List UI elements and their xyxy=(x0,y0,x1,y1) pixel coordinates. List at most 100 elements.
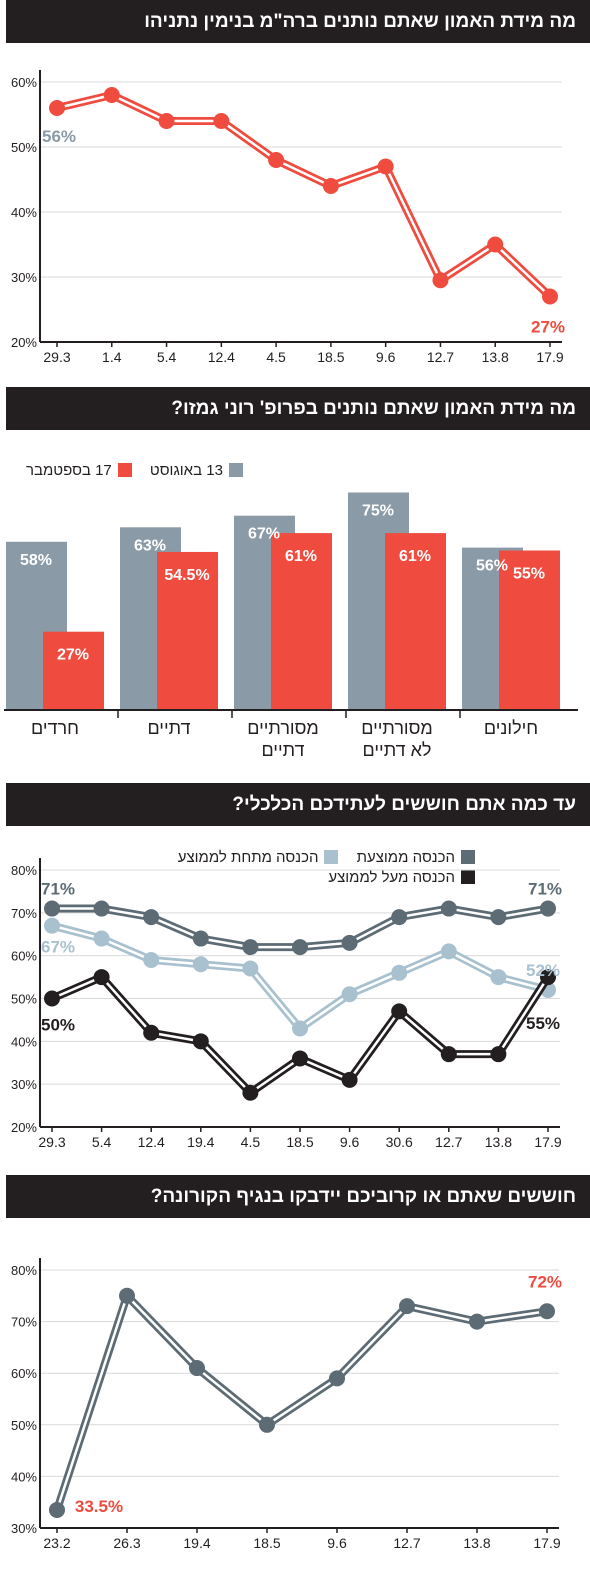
y-tick-label: 20% xyxy=(11,335,37,350)
data-point xyxy=(192,930,209,947)
x-tick-label: 18.5 xyxy=(253,1535,280,1551)
x-tick-label: 12.4 xyxy=(138,1134,165,1150)
data-point xyxy=(189,1360,205,1377)
y-tick-label: 60% xyxy=(11,75,37,90)
data-point xyxy=(49,100,65,116)
data-point xyxy=(540,900,556,917)
legend-label-september: 17 בספטמבר xyxy=(26,462,112,479)
x-tick-label: 18.5 xyxy=(286,1134,313,1150)
data-label: 71% xyxy=(528,880,562,899)
bar-label-september: 61% xyxy=(399,548,431,565)
data-point xyxy=(440,900,457,917)
data-point xyxy=(292,939,308,956)
y-tick-label: 60% xyxy=(11,949,37,964)
x-tick-label: 30.6 xyxy=(386,1134,413,1150)
x-tick-label: 29.3 xyxy=(43,349,70,365)
series-line-inner xyxy=(56,93,551,298)
data-point xyxy=(292,1020,308,1037)
data-point xyxy=(322,178,339,194)
x-tick-label: 18.5 xyxy=(317,349,344,365)
data-point xyxy=(539,1303,555,1320)
x-tick-label: 4.5 xyxy=(266,349,286,365)
data-point xyxy=(490,909,507,926)
bar-september xyxy=(271,533,332,710)
data-point xyxy=(93,969,110,986)
data-point xyxy=(119,1287,135,1304)
bar-label-august: 56% xyxy=(476,558,508,575)
category-label: לא דתיים xyxy=(363,740,432,760)
data-point xyxy=(399,1298,415,1315)
legend-swatch-average-income xyxy=(461,850,475,864)
x-tick-label: 1.4 xyxy=(102,349,122,365)
data-label: 27% xyxy=(531,318,565,337)
data-point xyxy=(377,158,394,175)
legend-item-september: 17 בספטמבר xyxy=(26,462,132,479)
chart-1-netanyahu-trust: 20% 30% 40% 50% 60% 29.3 1.4 5.4 12.4 4.5 18.5 9.6 1… xyxy=(11,70,565,365)
bar-label-september: 27% xyxy=(57,647,89,664)
bar-label-september: 61% xyxy=(285,548,317,565)
data-point xyxy=(44,990,60,1007)
x-tick-label: 29.3 xyxy=(38,1134,65,1150)
data-label: 71% xyxy=(41,880,75,899)
bar-label-august: 58% xyxy=(20,552,52,569)
data-point xyxy=(341,934,358,951)
y-tick-label: 50% xyxy=(11,140,37,155)
data-label: 50% xyxy=(41,1016,75,1035)
data-label: 72% xyxy=(528,1272,562,1291)
y-tick-label: 50% xyxy=(11,1418,37,1433)
data-label: 67% xyxy=(41,938,75,957)
data-point xyxy=(487,236,504,253)
data-point xyxy=(93,930,110,947)
chart-4-corona-fear: 30% 40% 50% 60% 70% 80% 23.2 26.3 19.4 18.5 9.6 12.… xyxy=(11,1258,562,1551)
y-tick-label: 30% xyxy=(11,1521,37,1536)
data-point xyxy=(192,956,209,973)
x-tick-label: 13.8 xyxy=(463,1535,490,1551)
data-point xyxy=(242,960,259,977)
data-point xyxy=(329,1370,345,1387)
x-tick-label: 5.4 xyxy=(157,349,177,365)
x-tick-label: 17.9 xyxy=(534,1134,561,1150)
data-point xyxy=(44,917,60,934)
data-point xyxy=(391,909,408,926)
y-tick-label: 50% xyxy=(11,992,37,1007)
data-point xyxy=(242,1084,259,1101)
category-label: דתיים xyxy=(261,740,304,760)
y-tick-label: 30% xyxy=(11,270,37,285)
x-tick-label: 17.9 xyxy=(536,349,563,365)
y-tick-label: 40% xyxy=(11,205,37,220)
bar-september xyxy=(499,550,560,710)
data-point xyxy=(490,1046,507,1063)
data-point xyxy=(259,1416,275,1433)
data-point xyxy=(490,969,507,986)
legend-swatch-below-average xyxy=(324,850,339,864)
data-label: 33.5% xyxy=(75,1497,123,1516)
category-label: חילונים xyxy=(484,718,538,738)
chart-2-gamzu-trust: 58%27%חרדים63%54.5%דתיים67%61%מסורתייםדת… xyxy=(4,492,578,760)
bar-label-august: 67% xyxy=(248,526,280,543)
y-tick-label: 20% xyxy=(11,1120,37,1135)
x-tick-label: 13.8 xyxy=(482,349,509,365)
data-label: 56% xyxy=(42,127,76,146)
data-point xyxy=(341,1071,358,1088)
data-point xyxy=(143,909,160,926)
category-label: מסורתיים xyxy=(247,718,319,738)
y-tick-label: 40% xyxy=(11,1469,37,1484)
bar-september xyxy=(157,551,218,710)
x-tick-label: 4.5 xyxy=(241,1134,261,1150)
x-tick-label: 12.7 xyxy=(435,1134,462,1150)
bar-september xyxy=(43,631,104,710)
x-tick-label: 19.4 xyxy=(183,1535,210,1551)
data-point xyxy=(93,900,110,917)
data-point xyxy=(432,272,449,289)
data-point xyxy=(268,152,285,168)
data-point xyxy=(143,951,160,968)
x-tick-label: 26.3 xyxy=(113,1535,140,1551)
y-tick-label: 70% xyxy=(11,906,37,921)
data-label: 52% xyxy=(526,961,560,980)
x-tick-label: 12.7 xyxy=(427,349,454,365)
category-label: דתיים xyxy=(147,718,190,738)
x-tick-label: 19.4 xyxy=(187,1134,214,1150)
data-point xyxy=(292,1050,308,1067)
legend-label-above-average: הכנסה מעל לממוצע xyxy=(328,869,455,886)
data-point xyxy=(143,1024,160,1041)
